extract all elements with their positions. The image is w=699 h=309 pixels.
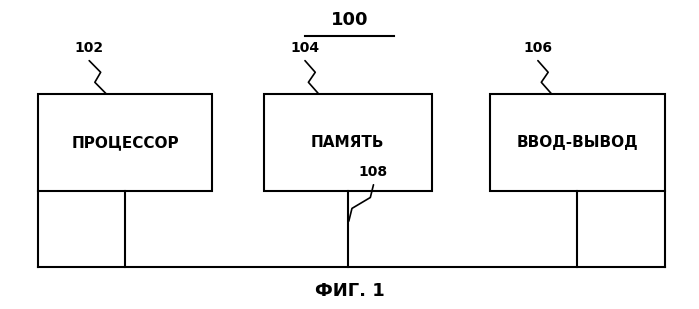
Text: 100: 100 bbox=[331, 11, 368, 29]
Bar bbox=[490, 94, 665, 191]
Text: 104: 104 bbox=[290, 40, 319, 55]
Text: ФИГ. 1: ФИГ. 1 bbox=[315, 282, 384, 300]
Text: 102: 102 bbox=[75, 40, 103, 55]
Text: 108: 108 bbox=[359, 165, 388, 179]
Bar bbox=[264, 94, 432, 191]
Text: 106: 106 bbox=[524, 40, 552, 55]
Text: ПАМЯТЬ: ПАМЯТЬ bbox=[311, 135, 384, 150]
Text: ПРОЦЕССОР: ПРОЦЕССОР bbox=[71, 135, 179, 150]
Bar bbox=[38, 94, 212, 191]
Text: ВВОД-ВЫВОД: ВВОД-ВЫВОД bbox=[517, 135, 638, 150]
